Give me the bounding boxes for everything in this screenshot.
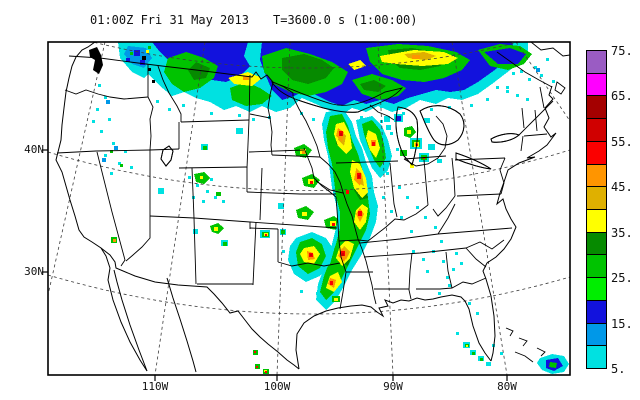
lon-label-80w: 80W xyxy=(497,380,517,393)
colorbar-tick-label: 75. xyxy=(611,44,633,58)
colorbar-tick-label: 15. xyxy=(611,317,633,331)
title-forecast-time: T=3600.0 s (1:00:00) xyxy=(273,13,418,27)
colorbar-tick-label: 5. xyxy=(611,362,626,376)
colorbar-cell xyxy=(586,345,607,369)
map-frame xyxy=(42,41,571,381)
title-timestamp: 01:00Z Fri 31 May 2013 xyxy=(90,13,249,27)
latlon-gridlines xyxy=(48,42,570,375)
lat-label-40n: 40N xyxy=(24,143,44,156)
colorbar-tick-label: 65. xyxy=(611,89,633,103)
colorbar-tick-label: 25. xyxy=(611,271,633,285)
lon-label-110w: 110W xyxy=(141,380,169,393)
colorbar-tick-label: 55. xyxy=(611,135,633,149)
coastlines-and-state-borders xyxy=(55,42,570,373)
lon-label-90w: 90W xyxy=(383,380,403,393)
colorbar-tick-label: 35. xyxy=(611,226,633,240)
lat-label-30n: 30N xyxy=(24,265,44,278)
plot-title: 01:00Z Fri 31 May 2013 T=3600.0 s (1:00:… xyxy=(0,13,640,29)
radar-echo-field xyxy=(92,42,569,374)
lon-label-100w: 100W xyxy=(263,380,291,393)
colorbar-tick-label: 45. xyxy=(611,180,633,194)
